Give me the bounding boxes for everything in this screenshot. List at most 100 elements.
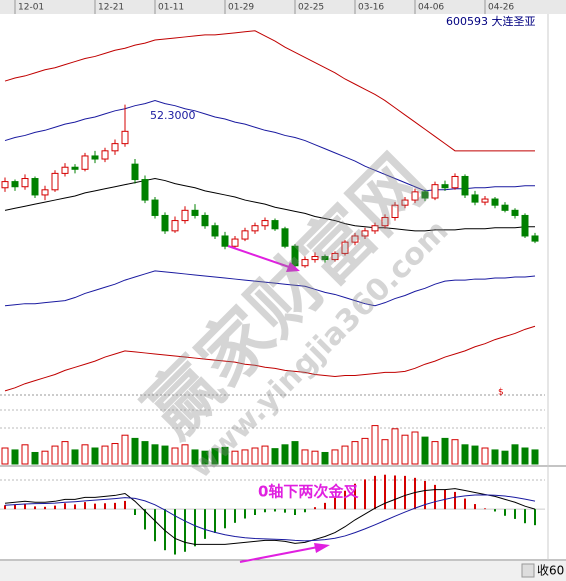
candle-body xyxy=(451,175,459,189)
volume-bar xyxy=(501,450,509,465)
volume-bar xyxy=(71,449,79,465)
volume-bar xyxy=(311,450,319,465)
volume-bar xyxy=(521,447,529,465)
volume-bar xyxy=(251,447,259,465)
candle-body xyxy=(71,166,79,170)
candle-body xyxy=(141,179,149,201)
candle-body xyxy=(91,155,99,160)
candle-body xyxy=(401,199,409,206)
volume-bar xyxy=(391,428,399,465)
volume-bar xyxy=(431,441,439,465)
x-tick-label: 01-11 xyxy=(158,3,184,13)
volume-bar xyxy=(221,446,229,465)
volume-bar xyxy=(41,450,49,465)
x-tick-label: 12-21 xyxy=(98,3,124,13)
candle-body xyxy=(471,194,479,203)
indicator-line xyxy=(4,100,535,192)
candle-body xyxy=(11,181,19,188)
candle-body xyxy=(341,241,349,254)
volume-bar xyxy=(111,443,119,465)
candle-body xyxy=(481,198,489,203)
candle-body xyxy=(101,150,109,160)
volume-bar xyxy=(21,444,29,465)
x-tick-label: 01-29 xyxy=(228,3,254,13)
indicator-line xyxy=(4,488,536,545)
date-strip xyxy=(0,0,566,14)
candle-body xyxy=(431,184,439,199)
volume-bar xyxy=(1,447,9,465)
candle-body xyxy=(251,225,259,232)
candle-body xyxy=(211,225,219,237)
volume-bar xyxy=(131,437,139,465)
volume-bar xyxy=(91,447,99,465)
volume-bar xyxy=(191,449,199,465)
candle-body xyxy=(241,230,249,240)
volume-bar xyxy=(441,437,449,465)
volume-bar xyxy=(61,441,69,465)
volume-bar xyxy=(461,444,469,465)
volume-bar xyxy=(351,441,359,465)
arrow-line xyxy=(227,245,293,269)
status-text: 收60 xyxy=(537,564,564,578)
candle-body xyxy=(51,172,59,191)
candle-body xyxy=(381,217,389,227)
marker: $ xyxy=(498,388,504,398)
candle-body xyxy=(391,204,399,219)
volume-bar xyxy=(271,448,279,465)
candle-body xyxy=(191,209,199,216)
candle-body xyxy=(421,191,429,199)
volume-bar xyxy=(231,450,239,465)
volume-bar xyxy=(481,447,489,465)
volume-bar xyxy=(121,434,129,465)
volume-bar xyxy=(81,444,89,465)
candle-body xyxy=(501,204,509,211)
stock-title: 600593 大连圣亚 xyxy=(446,14,536,28)
candle-body xyxy=(121,130,129,145)
candle-body xyxy=(511,209,519,216)
volume-bar xyxy=(31,451,39,465)
candle-body xyxy=(281,228,289,247)
candle-body xyxy=(1,181,9,189)
candle-body xyxy=(301,259,309,267)
volume-bar xyxy=(101,445,109,465)
candle-body xyxy=(331,252,339,261)
x-tick-label: 12-01 xyxy=(18,3,44,13)
candle-body xyxy=(361,230,369,237)
volume-bar xyxy=(421,436,429,465)
volume-bar xyxy=(281,444,289,465)
volume-bar xyxy=(531,449,539,465)
volume-bar xyxy=(171,447,179,465)
candle-body xyxy=(181,209,189,222)
candle-body xyxy=(491,198,499,206)
volume-bar xyxy=(181,444,189,465)
volume-bar xyxy=(451,439,459,465)
candle-body xyxy=(351,235,359,243)
volume-bar xyxy=(211,448,219,465)
volume-bar xyxy=(141,441,149,465)
peak-label: 52.3000 xyxy=(150,109,196,122)
candle-body xyxy=(291,245,299,267)
indicator-line xyxy=(4,270,536,307)
status-icon xyxy=(521,563,535,578)
volume-bar xyxy=(361,437,369,465)
candle-body xyxy=(161,214,169,232)
arrow-line xyxy=(239,546,319,563)
volume-bar xyxy=(291,441,299,465)
candle-body xyxy=(111,143,119,152)
candle-body xyxy=(171,220,179,232)
candle-body xyxy=(21,178,29,188)
candle-body xyxy=(411,191,419,201)
volume-bar xyxy=(161,445,169,465)
candle-body xyxy=(81,155,89,170)
indicator-line xyxy=(4,325,536,392)
candle-body xyxy=(371,225,379,232)
x-tick-label: 03-16 xyxy=(358,3,384,13)
candle-body xyxy=(261,220,269,227)
candle-body xyxy=(41,189,49,196)
volume-bar xyxy=(381,439,389,465)
volume-bar xyxy=(511,444,519,465)
volume-bar xyxy=(201,450,209,465)
candle-body xyxy=(441,184,449,189)
volume-bar xyxy=(321,451,329,465)
x-tick-label: 02-25 xyxy=(298,3,324,13)
